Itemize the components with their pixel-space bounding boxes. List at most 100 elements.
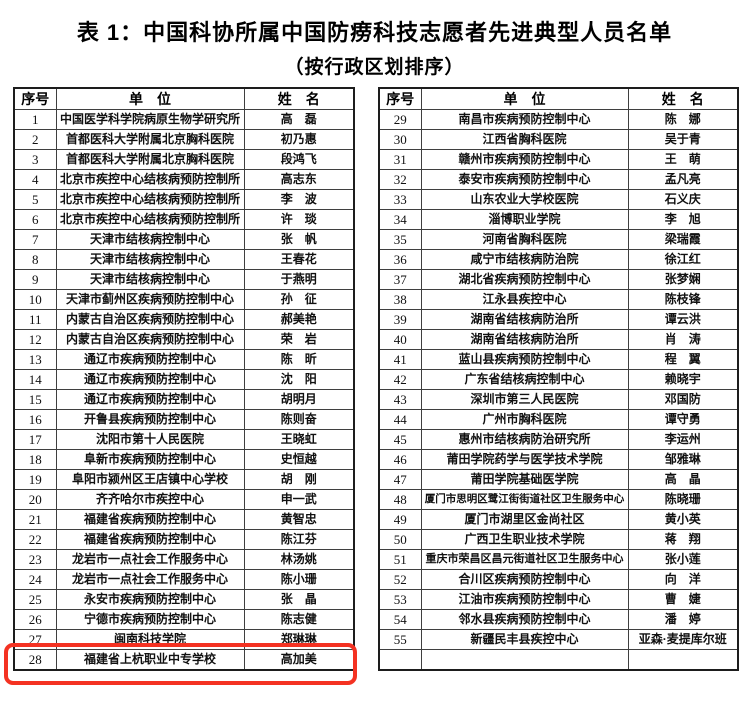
name-cell: 高 磊 (243, 109, 355, 130)
row-index-cell: 13 (13, 349, 57, 370)
name-cell: 曹 婕 (627, 589, 739, 610)
unit-cell: 江油市疾病预防控制中心 (420, 589, 629, 610)
row-index-cell: 39 (378, 309, 422, 330)
name-cell: 王晓虹 (243, 429, 355, 450)
table-row: 4 北京市疾控中心结核病预防控制所 高志东 (13, 169, 355, 190)
unit-cell: 齐齐哈尔市疾控中心 (55, 489, 245, 510)
row-index-cell: 3 (13, 149, 57, 170)
unit-cell: 北京市疾控中心结核病预防控制所 (55, 209, 245, 230)
table-row: 27 闽南科技学院 郑琳琳 (13, 629, 355, 650)
table-row: 19 阜阳市颍州区王店镇中心学校胡 刚 (13, 469, 355, 490)
row-index-cell: 37 (378, 269, 422, 290)
table-row: 7 天津市结核病控制中心张 帆 (13, 229, 355, 250)
table-row: 30 江西省胸科医院 吴于青 (378, 129, 739, 150)
table-row: 54 邻水县疾病预防控制中心潘 婷 (378, 609, 739, 630)
row-index-cell: 29 (378, 109, 422, 130)
row-index-cell: 19 (13, 469, 57, 490)
row-index-cell: 48 (378, 489, 422, 510)
row-index-cell: 25 (13, 589, 57, 610)
row-index-cell: 41 (378, 349, 422, 370)
unit-cell: 莆田学院药学与医学技术学院 (420, 449, 629, 470)
name-cell: 段鸿飞 (243, 149, 355, 170)
unit-cell: 阜新市疾病预防控制中心 (55, 449, 245, 470)
row-index-cell: 6 (13, 209, 57, 230)
name-cell: 于燕明 (243, 269, 355, 290)
header-index: 序号 (378, 87, 422, 110)
name-cell: 赖晓宇 (627, 369, 739, 390)
unit-cell: 天津市结核病控制中心 (55, 229, 245, 250)
name-cell: 沈 阳 (243, 369, 355, 390)
row-index-cell: 44 (378, 409, 422, 430)
name-cell: 陈小珊 (243, 569, 355, 590)
unit-cell: 山东农业大学校医院 (420, 189, 629, 210)
name-cell: 张 帆 (243, 229, 355, 250)
unit-cell: 南昌市疾病预防控制中心 (420, 109, 629, 130)
row-index-cell: 42 (378, 369, 422, 390)
name-cell: 石义庆 (627, 189, 739, 210)
name-cell: 林汤姚 (243, 549, 355, 570)
unit-cell: 福建省疾病预防控制中心 (55, 509, 245, 530)
row-index-cell: 4 (13, 169, 57, 190)
unit-cell: 湖南省结核病防治所 (420, 329, 629, 350)
name-cell: 史恒越 (243, 449, 355, 470)
row-index-cell: 17 (13, 429, 57, 450)
name-cell: 吴于青 (627, 129, 739, 150)
header-row: 序号 单 位 姓 名 (13, 87, 355, 110)
table-row: 10 天津市蓟州区疾病预防控制中心孙 征 (13, 289, 355, 310)
table-row: 26 宁德市疾病预防控制中心 陈志健 (13, 609, 355, 630)
row-index-cell: 26 (13, 609, 57, 630)
name-cell: 陈志健 (243, 609, 355, 630)
name-cell: 黄智忠 (243, 509, 355, 530)
table-row: 20 齐齐哈尔市疾控中心 申一武 (13, 489, 355, 510)
table-row: 8 天津市结核病控制中心 王春花 (13, 249, 355, 270)
row-index-cell: 49 (378, 509, 422, 530)
row-index-cell: 21 (13, 509, 57, 530)
table-row: 47 莆田学院基础医学院高 晶 (378, 469, 739, 490)
name-cell: 潘 婷 (627, 609, 739, 630)
table-row (378, 649, 739, 671)
name-cell: 陈江芬 (243, 529, 355, 550)
table-row: 14 通辽市疾病预防控制中心沈 阳 (13, 369, 355, 390)
name-cell: 郑琳琳 (243, 629, 355, 650)
unit-cell: 江永县疾控中心 (420, 289, 629, 310)
name-cell: 胡 刚 (243, 469, 355, 490)
row-index-cell: 15 (13, 389, 57, 410)
row-index-cell: 53 (378, 589, 422, 610)
name-cell: 荣 岩 (243, 329, 355, 350)
name-cell: 高志东 (243, 169, 355, 190)
table-row: 13 通辽市疾病预防控制中心陈 昕 (13, 349, 355, 370)
table-row: 40 湖南省结核病防治所肖 涛 (378, 329, 739, 350)
unit-cell: 河南省胸科医院 (420, 229, 629, 250)
row-index-cell: 22 (13, 529, 57, 550)
row-index-cell: 8 (13, 249, 57, 270)
unit-cell: 龙岩市一点社会工作服务中心 (55, 549, 245, 570)
header-index: 序号 (13, 87, 57, 110)
table-row: 49 厦门市湖里区金尚社区 黄小英 (378, 509, 739, 530)
row-index-cell: 55 (378, 629, 422, 650)
unit-cell: 沈阳市第十人民医院 (55, 429, 245, 450)
unit-cell: 内蒙古自治区疾病预防控制中心 (55, 329, 245, 350)
name-cell: 张小莲 (627, 549, 739, 570)
table-row: 11 内蒙古自治区疾病预防控制中心 郝美艳 (13, 309, 355, 330)
row-index-cell: 51 (378, 549, 422, 570)
unit-cell: 天津市蓟州区疾病预防控制中心 (55, 289, 245, 310)
table-row: 21 福建省疾病预防控制中心 黄智忠 (13, 509, 355, 530)
table-row: 34 淄博职业学院李 旭 (378, 209, 739, 230)
unit-cell: 天津市结核病控制中心 (55, 269, 245, 290)
row-index-cell: 2 (13, 129, 57, 150)
table-row: 39 湖南省结核病防治所 谭云洪 (378, 309, 739, 330)
table-row: 35 河南省胸科医院 梁瑞霞 (378, 229, 739, 250)
table-row: 32 泰安市疾病预防控制中心 孟凡亮 (378, 169, 739, 190)
table-row: 46 莆田学院药学与医学技术学院 邹雅琳 (378, 449, 739, 470)
name-cell: 陈则奋 (243, 409, 355, 430)
table-row: 28 福建省上杭职业中专学校 高加美 (13, 649, 355, 671)
unit-cell: 通辽市疾病预防控制中心 (55, 369, 245, 390)
name-cell: 向 洋 (627, 569, 739, 590)
unit-cell: 厦门市思明区鹭江街街道社区卫生服务中心 (420, 489, 629, 510)
unit-cell: 莆田学院基础医学院 (420, 469, 629, 490)
row-index-cell: 10 (13, 289, 57, 310)
name-cell: 孟凡亮 (627, 169, 739, 190)
name-cell (627, 649, 739, 671)
name-cell: 高 晶 (627, 469, 739, 490)
table-row: 55 新疆民丰县疾控中心 亚森·麦提库尔班 (378, 629, 739, 650)
